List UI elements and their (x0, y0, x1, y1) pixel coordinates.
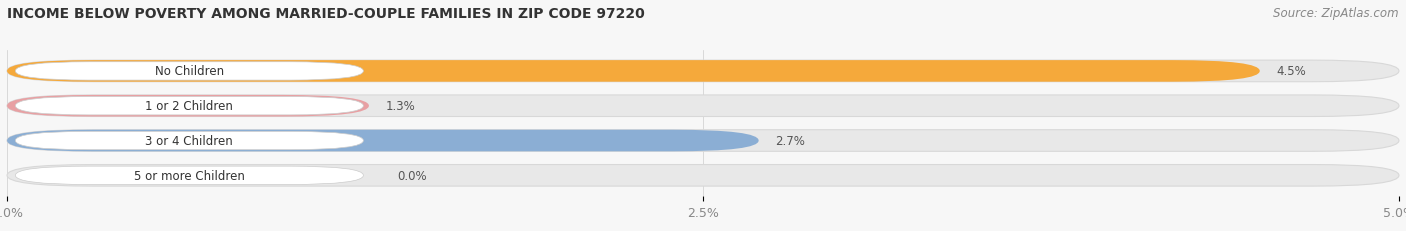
Text: 0.0%: 0.0% (396, 169, 426, 182)
Text: INCOME BELOW POVERTY AMONG MARRIED-COUPLE FAMILIES IN ZIP CODE 97220: INCOME BELOW POVERTY AMONG MARRIED-COUPL… (7, 7, 645, 21)
FancyBboxPatch shape (7, 61, 1260, 82)
FancyBboxPatch shape (15, 132, 363, 150)
FancyBboxPatch shape (15, 62, 363, 81)
Text: No Children: No Children (155, 65, 224, 78)
Text: 5 or more Children: 5 or more Children (134, 169, 245, 182)
FancyBboxPatch shape (7, 130, 759, 152)
FancyBboxPatch shape (7, 165, 1399, 186)
Text: 3 or 4 Children: 3 or 4 Children (145, 134, 233, 147)
FancyBboxPatch shape (15, 97, 363, 116)
FancyBboxPatch shape (15, 166, 363, 185)
Text: 1.3%: 1.3% (385, 100, 415, 113)
FancyBboxPatch shape (7, 96, 1399, 117)
FancyBboxPatch shape (7, 96, 368, 117)
Text: 4.5%: 4.5% (1277, 65, 1306, 78)
Text: Source: ZipAtlas.com: Source: ZipAtlas.com (1274, 7, 1399, 20)
FancyBboxPatch shape (7, 61, 1399, 82)
Text: 2.7%: 2.7% (775, 134, 806, 147)
Text: 1 or 2 Children: 1 or 2 Children (145, 100, 233, 113)
FancyBboxPatch shape (7, 130, 1399, 152)
